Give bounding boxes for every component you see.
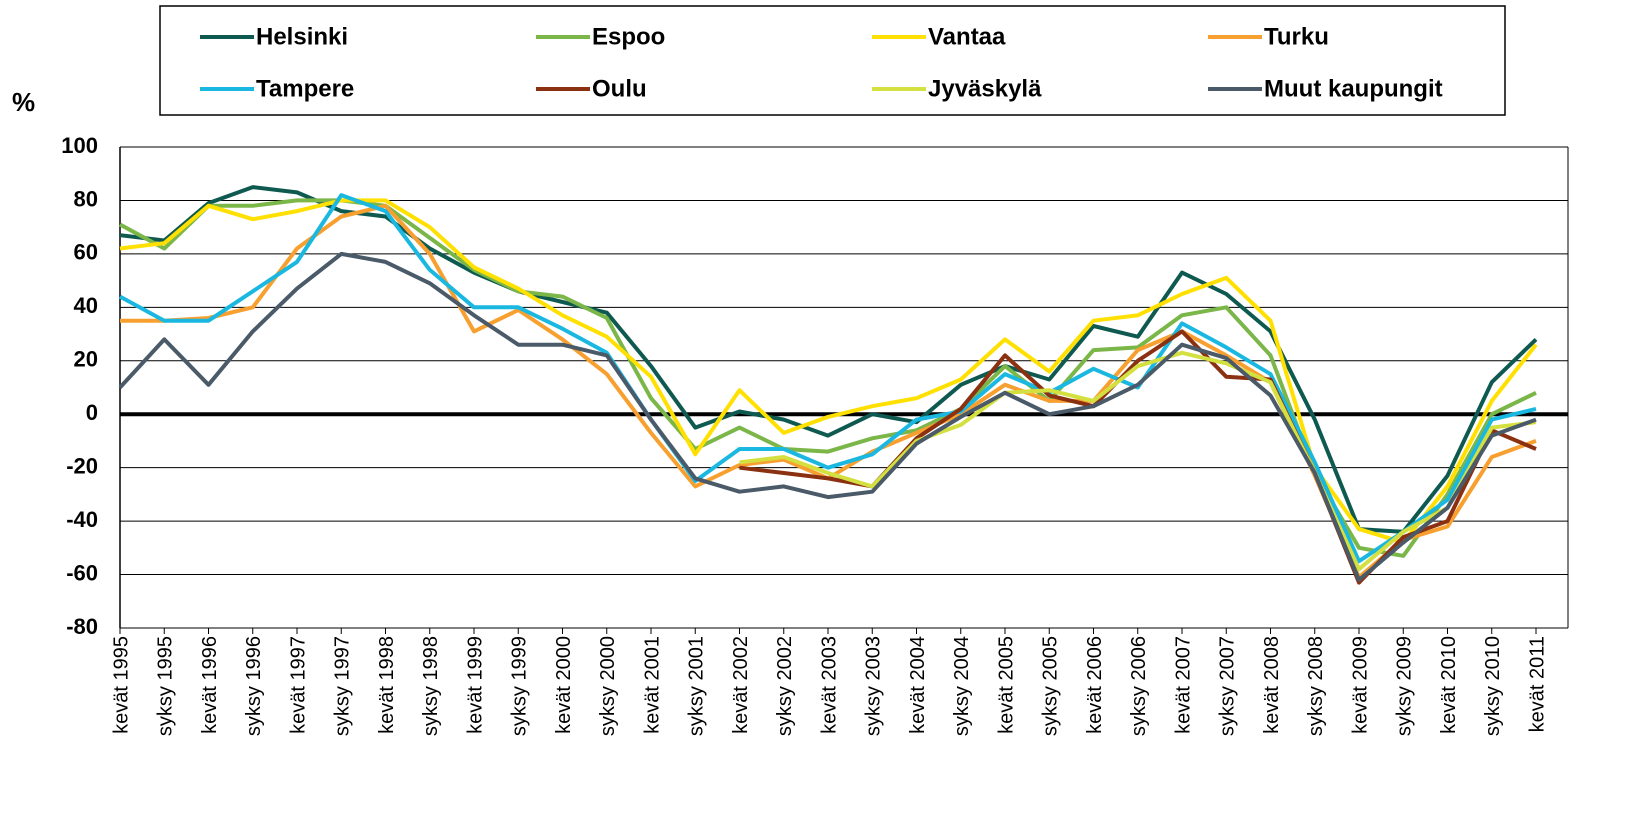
x-tick-label: kevät 2011 [1526, 636, 1548, 732]
x-tick-label: syksy 2005 [1040, 636, 1062, 736]
y-tick-label: 0 [86, 400, 98, 425]
legend-label: Tampere [256, 75, 354, 102]
x-tick-label: syksy 1997 [332, 636, 354, 736]
series-line [739, 350, 1537, 572]
legend-label: Vantaa [928, 23, 1006, 50]
x-tick-label: kevät 2009 [1349, 636, 1371, 734]
legend-label: Turku [1264, 23, 1329, 50]
x-tick-label: syksy 2009 [1394, 636, 1416, 736]
legend-label: Jyväskylä [928, 75, 1042, 102]
legend-label: Oulu [592, 75, 647, 102]
x-tick-label: syksy 2007 [1217, 636, 1239, 736]
legend-box [159, 5, 1506, 116]
x-tick-label: syksy 1995 [155, 636, 177, 736]
x-tick-label: kevät 2007 [1172, 636, 1194, 734]
y-tick-label: -20 [66, 453, 98, 478]
y-tick-label: -80 [66, 614, 98, 639]
y-tick-label: -60 [66, 560, 98, 585]
x-tick-label: syksy 2006 [1128, 636, 1150, 736]
x-tick-label: kevät 2010 [1438, 636, 1460, 734]
x-tick-label: syksy 1999 [509, 636, 531, 736]
x-tick-label: kevät 2004 [907, 636, 929, 734]
x-tick-label: kevät 2003 [818, 636, 840, 734]
x-tick-label: syksy 2004 [951, 636, 973, 736]
x-tick-label: kevät 2006 [1084, 636, 1106, 734]
legend-label: Espoo [592, 23, 665, 50]
y-tick-label: 40 [74, 293, 98, 318]
x-tick-label: kevät 2000 [553, 636, 575, 734]
x-tick-label: kevät 2008 [1261, 636, 1283, 734]
y-tick-label: 20 [74, 347, 98, 372]
y-tick-label: 60 [74, 240, 98, 265]
legend-label: Muut kaupungit [1264, 75, 1443, 102]
y-tick-label: 100 [61, 133, 98, 158]
x-tick-label: kevät 1996 [199, 636, 221, 734]
x-tick-label: syksy 2001 [686, 636, 708, 736]
x-tick-label: syksy 2002 [774, 636, 796, 736]
x-tick-label: kevät 1999 [464, 636, 486, 734]
x-tick-label: kevät 2001 [641, 636, 663, 734]
x-tick-label: syksy 2003 [863, 636, 885, 736]
x-tick-label: kevät 1998 [376, 636, 398, 734]
x-tick-label: syksy 2000 [597, 636, 619, 736]
x-tick-label: syksy 2010 [1482, 636, 1504, 736]
x-tick-label: kevät 2005 [995, 636, 1017, 734]
y-tick-label: -40 [66, 507, 98, 532]
series-line [118, 251, 1537, 582]
x-tick-label: kevät 1997 [287, 636, 309, 734]
y-tick-label: 80 [74, 186, 98, 211]
x-tick-label: syksy 1996 [243, 636, 265, 736]
series-line [119, 193, 1537, 564]
x-tick-label: syksy 1998 [420, 636, 442, 736]
x-tick-label: syksy 2008 [1305, 636, 1327, 736]
x-tick-label: kevät 1995 [110, 636, 132, 734]
x-tick-label: kevät 2002 [730, 636, 752, 734]
y-axis-label: % [12, 87, 35, 117]
legend-label: Helsinki [256, 23, 348, 50]
